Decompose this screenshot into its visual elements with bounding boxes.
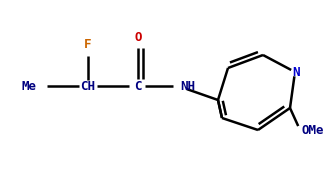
Text: O: O xyxy=(134,31,142,44)
Text: NH: NH xyxy=(180,80,195,93)
Text: C: C xyxy=(134,80,142,93)
Text: N: N xyxy=(292,66,300,79)
Text: F: F xyxy=(84,38,92,51)
Text: OMe: OMe xyxy=(302,124,324,136)
Text: Me: Me xyxy=(21,80,36,93)
Text: CH: CH xyxy=(81,80,96,93)
